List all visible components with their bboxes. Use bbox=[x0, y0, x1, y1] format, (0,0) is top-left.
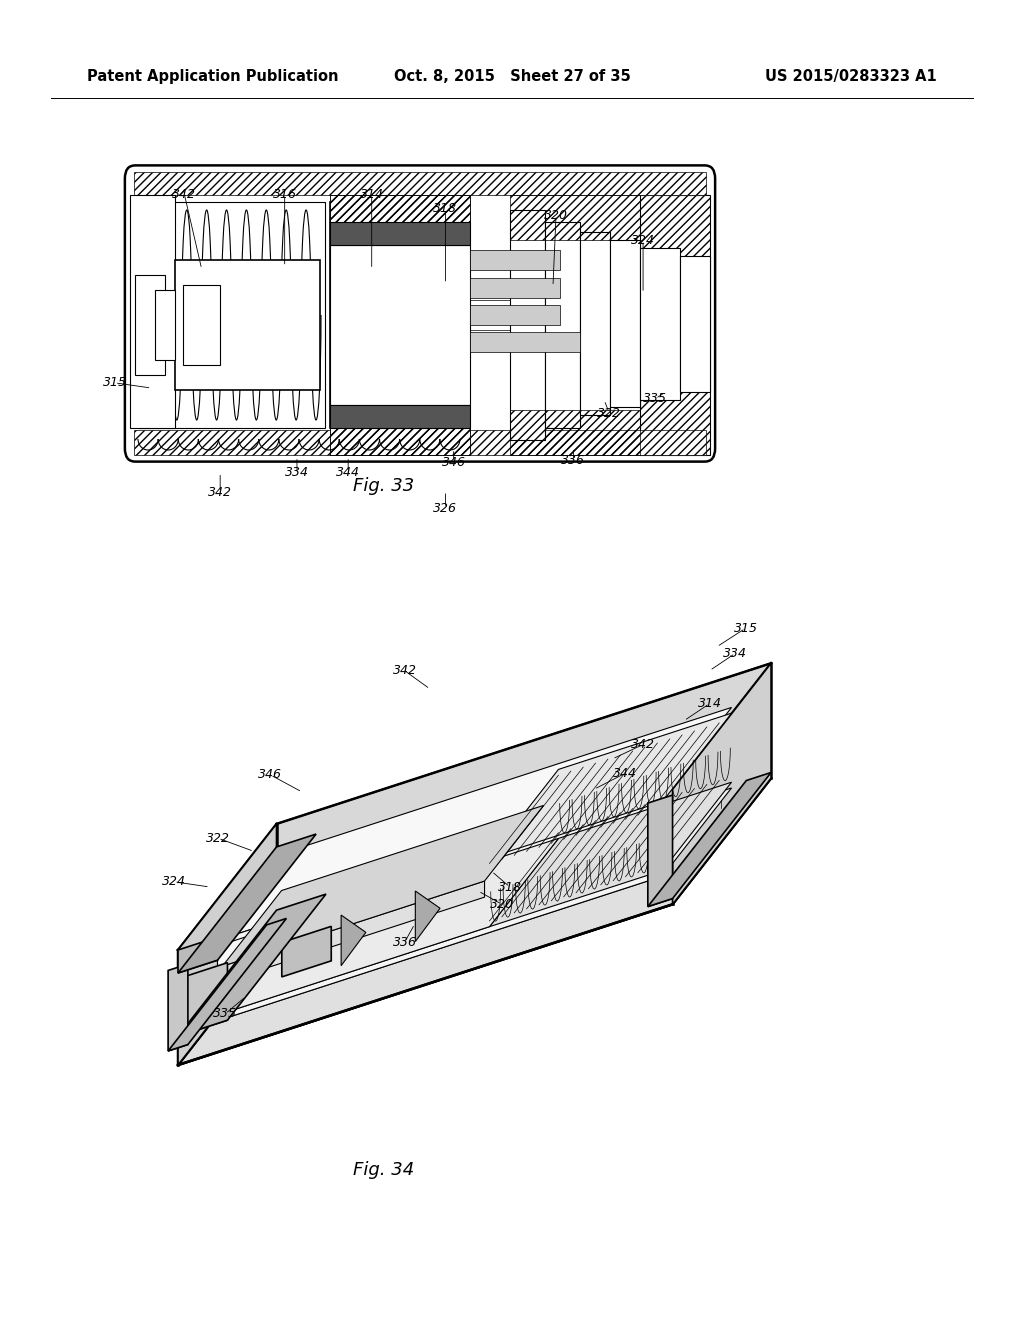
Text: 334: 334 bbox=[285, 466, 309, 479]
Polygon shape bbox=[168, 919, 287, 1051]
Bar bbox=[183, 285, 220, 366]
Text: 326: 326 bbox=[433, 502, 458, 515]
Polygon shape bbox=[217, 838, 558, 1015]
Text: 315: 315 bbox=[733, 622, 758, 635]
Bar bbox=[470, 333, 580, 352]
Text: 334: 334 bbox=[723, 647, 748, 660]
Bar bbox=[680, 256, 710, 392]
Bar bbox=[580, 232, 610, 414]
Bar bbox=[134, 430, 706, 455]
Bar bbox=[510, 210, 545, 440]
Bar bbox=[640, 248, 680, 400]
Polygon shape bbox=[178, 937, 217, 973]
Bar bbox=[330, 195, 470, 222]
Polygon shape bbox=[217, 858, 489, 1015]
Text: US 2015/0283323 A1: US 2015/0283323 A1 bbox=[765, 69, 937, 84]
Text: 318: 318 bbox=[433, 202, 458, 215]
Text: 346: 346 bbox=[258, 768, 283, 781]
Text: 346: 346 bbox=[441, 455, 466, 469]
Polygon shape bbox=[217, 788, 731, 1020]
Text: 336: 336 bbox=[392, 936, 417, 949]
Text: Fig. 33: Fig. 33 bbox=[353, 477, 415, 495]
Polygon shape bbox=[178, 962, 227, 1036]
Text: 342: 342 bbox=[631, 738, 655, 751]
Bar bbox=[138, 202, 325, 428]
Polygon shape bbox=[648, 795, 673, 907]
Text: 314: 314 bbox=[697, 697, 722, 710]
Polygon shape bbox=[217, 796, 663, 1020]
Bar bbox=[330, 428, 470, 455]
Polygon shape bbox=[341, 915, 366, 966]
Text: 342: 342 bbox=[208, 486, 232, 499]
Bar bbox=[155, 290, 175, 360]
Polygon shape bbox=[489, 783, 731, 927]
Text: 344: 344 bbox=[612, 767, 637, 780]
Text: Oct. 8, 2015   Sheet 27 of 35: Oct. 8, 2015 Sheet 27 of 35 bbox=[393, 69, 631, 84]
Polygon shape bbox=[673, 663, 771, 904]
Polygon shape bbox=[178, 824, 276, 1065]
Text: 344: 344 bbox=[336, 466, 360, 479]
Polygon shape bbox=[648, 772, 771, 907]
Bar bbox=[470, 305, 560, 325]
Text: 315: 315 bbox=[102, 376, 127, 389]
Bar bbox=[330, 246, 470, 405]
Polygon shape bbox=[222, 880, 484, 982]
Bar bbox=[330, 222, 470, 246]
Bar bbox=[330, 195, 470, 222]
FancyBboxPatch shape bbox=[125, 165, 715, 462]
Text: 322: 322 bbox=[597, 407, 622, 420]
Bar bbox=[470, 249, 560, 271]
Bar bbox=[510, 195, 640, 240]
Bar bbox=[330, 405, 470, 428]
Polygon shape bbox=[222, 805, 544, 966]
Text: 318: 318 bbox=[498, 880, 522, 894]
Text: 342: 342 bbox=[172, 187, 197, 201]
Text: 324: 324 bbox=[162, 875, 186, 888]
Text: 335: 335 bbox=[213, 1007, 238, 1020]
Text: 316: 316 bbox=[272, 187, 297, 201]
Text: 320: 320 bbox=[544, 209, 568, 222]
Bar bbox=[640, 195, 710, 455]
Bar bbox=[470, 279, 560, 298]
Bar bbox=[510, 411, 640, 455]
Polygon shape bbox=[489, 713, 731, 858]
Polygon shape bbox=[282, 927, 331, 977]
Bar bbox=[545, 222, 580, 428]
Text: 342: 342 bbox=[392, 664, 417, 677]
Text: Patent Application Publication: Patent Application Publication bbox=[87, 69, 339, 84]
Bar bbox=[330, 428, 470, 455]
Text: Fig. 34: Fig. 34 bbox=[353, 1160, 415, 1179]
Polygon shape bbox=[168, 964, 187, 1051]
Polygon shape bbox=[178, 789, 673, 1065]
Polygon shape bbox=[276, 663, 771, 939]
Polygon shape bbox=[178, 779, 771, 1065]
Text: 314: 314 bbox=[359, 187, 384, 201]
Text: 324: 324 bbox=[631, 234, 655, 247]
Bar bbox=[134, 172, 706, 195]
Polygon shape bbox=[217, 708, 731, 940]
Text: 335: 335 bbox=[643, 392, 668, 405]
Bar bbox=[610, 240, 640, 407]
Text: 320: 320 bbox=[489, 898, 514, 911]
Text: 322: 322 bbox=[206, 832, 230, 845]
Bar bbox=[175, 260, 319, 389]
Bar bbox=[130, 195, 175, 428]
Polygon shape bbox=[178, 894, 326, 1036]
Text: 336: 336 bbox=[561, 454, 586, 467]
Bar bbox=[135, 275, 165, 375]
Polygon shape bbox=[178, 834, 316, 973]
Polygon shape bbox=[416, 891, 440, 941]
